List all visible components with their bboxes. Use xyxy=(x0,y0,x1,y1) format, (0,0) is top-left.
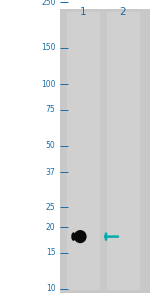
Bar xyxy=(67,12,100,290)
Bar xyxy=(60,9,150,293)
Text: 250: 250 xyxy=(41,0,56,7)
Text: 37: 37 xyxy=(46,168,56,177)
Text: 15: 15 xyxy=(46,248,56,257)
Text: 1: 1 xyxy=(80,7,87,17)
Text: 75: 75 xyxy=(46,105,56,114)
Bar xyxy=(106,12,140,290)
Text: 150: 150 xyxy=(41,43,56,52)
Ellipse shape xyxy=(74,230,87,243)
Text: 20: 20 xyxy=(46,223,56,232)
Text: 2: 2 xyxy=(120,7,126,17)
Text: 50: 50 xyxy=(46,141,56,150)
Text: 10: 10 xyxy=(46,285,56,293)
Text: 100: 100 xyxy=(41,79,56,88)
Ellipse shape xyxy=(71,232,76,241)
Text: 25: 25 xyxy=(46,203,56,212)
